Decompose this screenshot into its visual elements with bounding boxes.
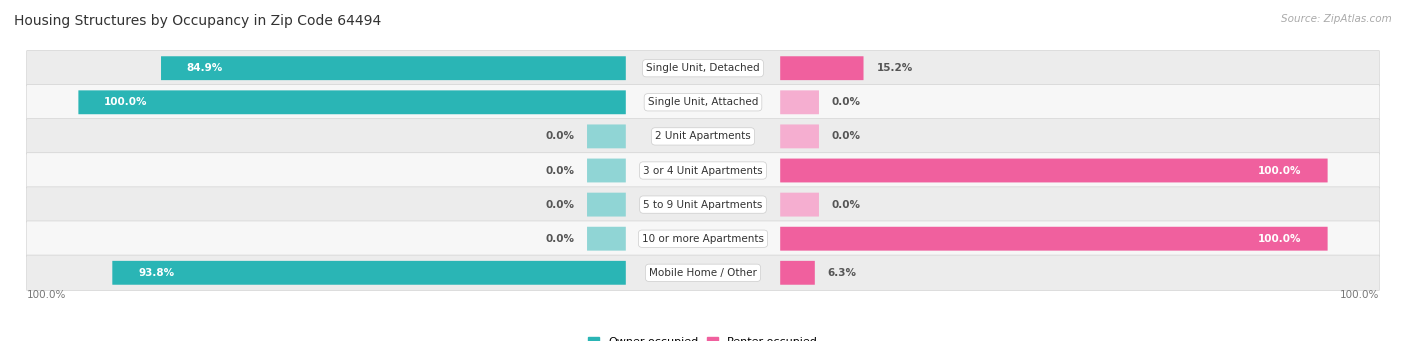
Text: 0.0%: 0.0% (546, 199, 574, 210)
FancyBboxPatch shape (27, 255, 1379, 291)
FancyBboxPatch shape (27, 119, 1379, 154)
FancyBboxPatch shape (780, 159, 1327, 182)
Text: 93.8%: 93.8% (138, 268, 174, 278)
Text: 0.0%: 0.0% (546, 165, 574, 176)
FancyBboxPatch shape (27, 221, 1379, 256)
FancyBboxPatch shape (780, 124, 818, 148)
FancyBboxPatch shape (588, 193, 626, 217)
Text: 3 or 4 Unit Apartments: 3 or 4 Unit Apartments (643, 165, 763, 176)
Text: 10 or more Apartments: 10 or more Apartments (643, 234, 763, 244)
FancyBboxPatch shape (780, 261, 815, 285)
FancyBboxPatch shape (162, 56, 626, 80)
FancyBboxPatch shape (588, 159, 626, 182)
FancyBboxPatch shape (780, 90, 818, 114)
Text: Single Unit, Attached: Single Unit, Attached (648, 97, 758, 107)
Text: 5 to 9 Unit Apartments: 5 to 9 Unit Apartments (644, 199, 762, 210)
Text: 0.0%: 0.0% (832, 199, 860, 210)
FancyBboxPatch shape (780, 56, 863, 80)
Legend: Owner-occupied, Renter-occupied: Owner-occupied, Renter-occupied (583, 332, 823, 341)
FancyBboxPatch shape (588, 227, 626, 251)
FancyBboxPatch shape (780, 193, 818, 217)
Text: 0.0%: 0.0% (832, 97, 860, 107)
Text: 100.0%: 100.0% (1258, 165, 1302, 176)
Text: 0.0%: 0.0% (546, 234, 574, 244)
Text: 100.0%: 100.0% (104, 97, 148, 107)
Text: 84.9%: 84.9% (187, 63, 224, 73)
FancyBboxPatch shape (27, 153, 1379, 188)
Text: 100.0%: 100.0% (27, 290, 66, 300)
FancyBboxPatch shape (780, 227, 1327, 251)
FancyBboxPatch shape (588, 124, 626, 148)
FancyBboxPatch shape (79, 90, 626, 114)
Text: Source: ZipAtlas.com: Source: ZipAtlas.com (1281, 14, 1392, 24)
FancyBboxPatch shape (27, 187, 1379, 222)
FancyBboxPatch shape (112, 261, 626, 285)
Text: 0.0%: 0.0% (546, 131, 574, 142)
Text: 6.3%: 6.3% (828, 268, 856, 278)
Text: 100.0%: 100.0% (1258, 234, 1302, 244)
Text: Mobile Home / Other: Mobile Home / Other (650, 268, 756, 278)
FancyBboxPatch shape (27, 50, 1379, 86)
Text: Housing Structures by Occupancy in Zip Code 64494: Housing Structures by Occupancy in Zip C… (14, 14, 381, 28)
Text: 15.2%: 15.2% (876, 63, 912, 73)
FancyBboxPatch shape (27, 85, 1379, 120)
Text: 2 Unit Apartments: 2 Unit Apartments (655, 131, 751, 142)
Text: 100.0%: 100.0% (1340, 290, 1379, 300)
Text: 0.0%: 0.0% (832, 131, 860, 142)
Text: Single Unit, Detached: Single Unit, Detached (647, 63, 759, 73)
